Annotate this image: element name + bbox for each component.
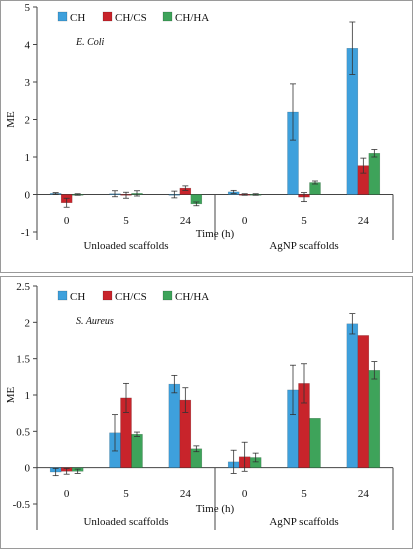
x-tick-label: 0: [64, 215, 70, 227]
legend-swatch: [162, 290, 173, 301]
x-tick-label: 24: [180, 488, 192, 500]
x-axis-title: Time (h): [196, 228, 235, 240]
x-tick-label: 24: [358, 488, 370, 500]
y-tick-label: 0: [25, 463, 31, 475]
y-tick-label: 2.5: [16, 281, 30, 293]
y-axis-title: ME: [5, 386, 17, 403]
legend-swatch: [162, 11, 173, 22]
organism-annotation: S. Aureus: [76, 316, 114, 327]
x-tick-label: 0: [64, 488, 70, 500]
legend-label: CH/HA: [175, 291, 209, 303]
legend-label: CH: [70, 12, 85, 24]
y-tick-label: -1: [21, 227, 30, 239]
x-axis-title: Time (h): [196, 503, 235, 515]
legend-label: CH/CS: [115, 12, 147, 24]
bar-ch-cs: [357, 335, 370, 468]
x-tick-label: 5: [123, 215, 129, 227]
legend-label: CH/HA: [175, 12, 209, 24]
y-tick-label: 4: [25, 40, 31, 52]
ecoli-chart: -1 0 1 2 3 4 5 ME 0 5 24 0 5 24 Time (h) Unloaded scaff…: [5, 2, 394, 252]
bar-ch-ha: [131, 433, 143, 468]
y-tick-label: 1.5: [16, 354, 30, 366]
y-tick-label: 5: [25, 2, 31, 14]
legend-label: CH: [70, 291, 85, 303]
x-tick-label: 24: [180, 215, 192, 227]
y-tick-label: 0.5: [16, 426, 30, 438]
legend-swatch: [57, 11, 68, 22]
bar-ch-ha: [368, 153, 381, 195]
group-label: Unloaded scaffolds: [83, 240, 168, 252]
y-tick-label: 2: [25, 115, 31, 127]
y-tick-label: 2: [25, 317, 31, 329]
y-tick-label: 3: [25, 77, 31, 89]
x-tick-label: 24: [358, 215, 370, 227]
y-axis-title: ME: [5, 111, 17, 128]
legend-swatch: [102, 290, 113, 301]
organism-annotation: E. Coli: [75, 37, 105, 48]
y-tick-label: 1: [25, 390, 31, 402]
legend-swatch: [57, 290, 68, 301]
bar-ch-ha: [309, 418, 321, 468]
legend-swatch: [102, 11, 113, 22]
x-tick-label: 0: [242, 215, 248, 227]
x-tick-label: 0: [242, 488, 248, 500]
legend-label: CH/CS: [115, 291, 147, 303]
x-tick-label: 5: [301, 488, 307, 500]
y-tick-label: 0: [25, 190, 31, 202]
bar-ch: [168, 383, 181, 468]
x-tick-label: 5: [123, 488, 129, 500]
bar-ch-ha: [368, 370, 381, 468]
group-label: Unloaded scaffolds: [83, 516, 168, 528]
group-label: AgNP scaffolds: [269, 516, 338, 528]
saureus-chart: -0.5 0 0.5 1 1.5 2 2.5 ME 0 5 24 0 5 24 Time (h) Unload…: [5, 281, 394, 530]
y-tick-label: 1: [25, 152, 31, 164]
x-tick-label: 5: [301, 215, 307, 227]
bar-ch: [346, 323, 359, 468]
y-tick-label: -0.5: [13, 499, 31, 511]
group-label: AgNP scaffolds: [269, 240, 338, 252]
